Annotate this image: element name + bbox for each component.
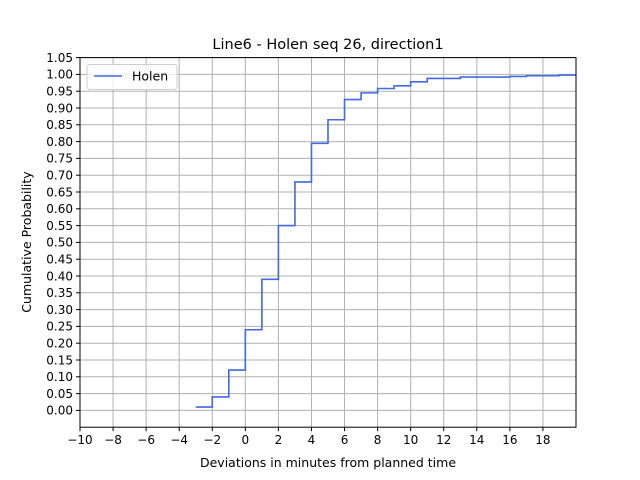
y-tick-label: 0.50: [46, 236, 73, 250]
x-tick-label: 2: [275, 433, 283, 447]
series-line-holen: [195, 74, 576, 408]
x-tick-label: −4: [170, 433, 188, 447]
y-tick-label: 0.55: [46, 219, 73, 233]
x-tick-label: −10: [67, 433, 92, 447]
y-tick-label: 0.85: [46, 118, 73, 132]
x-tick-label: 14: [469, 433, 484, 447]
y-tick-label: 0.75: [46, 152, 73, 166]
y-tick-label: 1.00: [46, 68, 73, 82]
y-tick-label: 0.90: [46, 101, 73, 115]
y-tick-label: 0.80: [46, 135, 73, 149]
x-tick-label: −2: [203, 433, 221, 447]
y-tick-label: 0.35: [46, 286, 73, 300]
y-tick-label: 0.95: [46, 85, 73, 99]
x-tick-label: 0: [242, 433, 250, 447]
x-tick-label: −8: [104, 433, 122, 447]
chart-title: Line6 - Holen seq 26, direction1: [212, 37, 443, 53]
x-tick-label: −6: [137, 433, 155, 447]
y-axis: 0.00 0.05 0.10 0.15 0.20 0.25 0.30 0.35 0.40 0.45…: [46, 51, 80, 418]
y-tick-label: 0.20: [46, 337, 73, 351]
legend-box: [86, 64, 178, 90]
y-tick-label: 0.00: [46, 404, 73, 418]
y-axis-label: Cumulative Probability: [19, 171, 34, 313]
x-tick-label: 16: [502, 433, 517, 447]
x-tick-label: 8: [374, 433, 382, 447]
y-tick-label: 0.70: [46, 169, 73, 183]
series-layer: [195, 74, 576, 408]
legend-label-holen: Holen: [132, 69, 168, 84]
x-axis: −10 −8 −6 −4 −2 0 2 4 6 8 10 12 14 16 18: [67, 427, 551, 447]
x-axis-label: Deviations in minutes from planned time: [200, 455, 456, 470]
x-tick-label: 18: [535, 433, 550, 447]
y-tick-label: 0.25: [46, 320, 73, 334]
y-tick-label: 0.60: [46, 202, 73, 216]
y-tick-label: 0.15: [46, 353, 73, 367]
x-tick-label: 4: [308, 433, 316, 447]
y-tick-label: 0.30: [46, 303, 73, 317]
y-tick-label: 0.45: [46, 253, 73, 267]
y-tick-label: 0.40: [46, 269, 73, 283]
x-tick-label: 10: [403, 433, 418, 447]
y-tick-label: 0.10: [46, 370, 73, 384]
legend: Holen: [86, 64, 178, 90]
y-tick-label: 0.05: [46, 387, 73, 401]
x-tick-label: 6: [341, 433, 349, 447]
y-tick-label: 1.05: [46, 51, 73, 65]
y-tick-label: 0.65: [46, 185, 73, 199]
x-tick-label: 12: [436, 433, 451, 447]
